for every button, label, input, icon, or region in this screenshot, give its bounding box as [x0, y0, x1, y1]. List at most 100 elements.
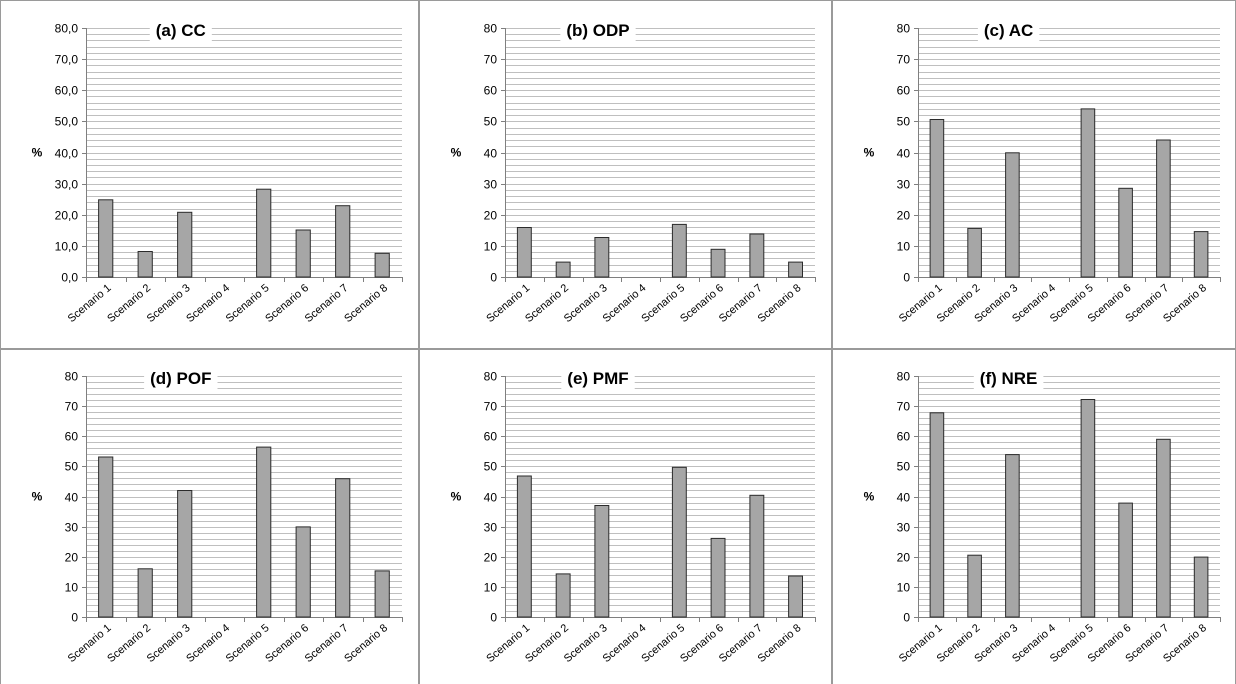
bar-5 [671, 466, 687, 618]
y-tick-label: 30 [484, 521, 498, 535]
chart-title: (c) AC [984, 21, 1033, 40]
chart-title: (d) POF [150, 369, 211, 388]
left-border [0, 0, 1, 684]
y-tick-label: 10 [484, 581, 498, 595]
bars [516, 466, 804, 618]
y-tick-label: 50 [897, 460, 911, 474]
bar-1 [516, 227, 532, 278]
y-tick-label: 70 [484, 400, 498, 414]
y-tick-label: 60 [897, 84, 911, 98]
y-tick-label: 20,0 [55, 209, 79, 223]
y-axis-label: % [451, 146, 462, 160]
chart-title-background [149, 20, 212, 41]
y-axis-label: % [451, 490, 462, 504]
bar-2 [555, 261, 571, 278]
gridlines [505, 376, 815, 612]
bars [98, 188, 390, 278]
y-tick-label: 0 [490, 611, 497, 625]
y-tick-label: 60,0 [55, 84, 79, 98]
chart-title-background [144, 368, 218, 389]
y-tick-label: 10 [65, 581, 79, 595]
bar-6 [1118, 502, 1133, 618]
chart-panel-4: 0 10 20 30 40 50 60 70 80% Scenario 1 Scenario 2 Sc… [0, 349, 418, 684]
y-tick-label: 20 [484, 551, 498, 565]
y-tick-label: 80 [897, 370, 911, 384]
bar-2 [555, 573, 571, 618]
bar-2 [967, 227, 982, 278]
y-tick-label: 0,0 [61, 271, 78, 285]
bar-8 [788, 261, 804, 278]
y-tick-label: 60 [484, 84, 498, 98]
bar-2 [967, 554, 982, 618]
x-tick-label: Scenario 8 [342, 622, 390, 665]
y-tick-label: 20 [65, 551, 79, 565]
x-tick-label: Scenario 8 [756, 622, 804, 665]
y-tick-label: 20 [897, 551, 911, 565]
chart-title: (b) ODP [566, 21, 629, 40]
bar-1 [98, 456, 114, 618]
bar-5 [1080, 108, 1096, 278]
bar-5 [256, 188, 272, 278]
y-tick-label: 80 [484, 22, 498, 36]
chart-title: (a) CC [156, 21, 206, 40]
y-axis-label: % [864, 490, 875, 504]
gridlines [918, 28, 1220, 272]
y-tick-label: 40 [897, 491, 911, 505]
y-tick-label: 40,0 [55, 147, 79, 161]
y-tick-label: 40 [897, 147, 911, 161]
y-tick-label: 40 [484, 147, 498, 161]
y-tick-label: 80 [484, 370, 498, 384]
bar-7 [335, 205, 351, 278]
bar-5 [256, 446, 272, 618]
y-tick-label: 30 [897, 521, 911, 535]
chart-panel-5: 0 10 20 30 40 50 60 70 80% Scenario 1 Scenario 2 Sc… [419, 349, 831, 684]
chart-title: (f) NRE [980, 369, 1038, 388]
y-tick-label: 10 [484, 240, 498, 254]
bar-7 [749, 494, 765, 618]
vertical-divider-2 [831, 0, 833, 684]
bar-2 [137, 568, 153, 618]
y-tick-label: 50 [484, 460, 498, 474]
bar-3 [1005, 152, 1020, 278]
bar-1 [929, 412, 945, 618]
y-tick-label: 30 [897, 178, 911, 192]
y-tick-label: 50 [897, 115, 911, 129]
bar-chart: 0,0 10,0 20,0 30,0 40,0 50,0 60,0 70,0 80,0% Scen… [32, 20, 403, 325]
bar-8 [1193, 231, 1209, 278]
y-tick-label: 80 [65, 370, 79, 384]
vertical-divider-1 [418, 0, 420, 684]
bar-7 [1156, 139, 1171, 278]
y-tick-label: 40 [65, 491, 79, 505]
y-axis-label: % [864, 146, 875, 160]
y-tick-label: 70 [65, 400, 79, 414]
y-tick-label: 30,0 [55, 178, 79, 192]
bar-3 [594, 237, 610, 278]
y-tick-label: 50 [484, 115, 498, 129]
y-tick-label: 0 [903, 611, 910, 625]
gridlines [86, 28, 402, 272]
bars [929, 399, 1209, 618]
bar-7 [335, 478, 351, 618]
y-axis: 0 10 20 30 40 50 60 70 80 [897, 370, 919, 625]
bar-1 [929, 119, 945, 278]
bar-6 [710, 248, 726, 278]
gridlines [918, 376, 1220, 612]
y-tick-label: 20 [484, 209, 498, 223]
bars [929, 108, 1209, 278]
y-axis: 0 10 20 30 40 50 60 70 80 [897, 22, 919, 285]
bar-3 [177, 211, 193, 278]
y-tick-label: 70 [897, 53, 911, 67]
bars [516, 223, 804, 278]
bar-6 [295, 526, 311, 618]
chart-title-background [977, 20, 1040, 41]
y-tick-label: 80 [897, 22, 911, 36]
y-tick-label: 60 [897, 430, 911, 444]
bar-8 [788, 575, 804, 618]
y-tick-label: 0 [490, 271, 497, 285]
bar-6 [710, 537, 726, 618]
y-tick-label: 50 [65, 460, 79, 474]
gridlines [505, 28, 815, 272]
bar-3 [1005, 454, 1020, 618]
